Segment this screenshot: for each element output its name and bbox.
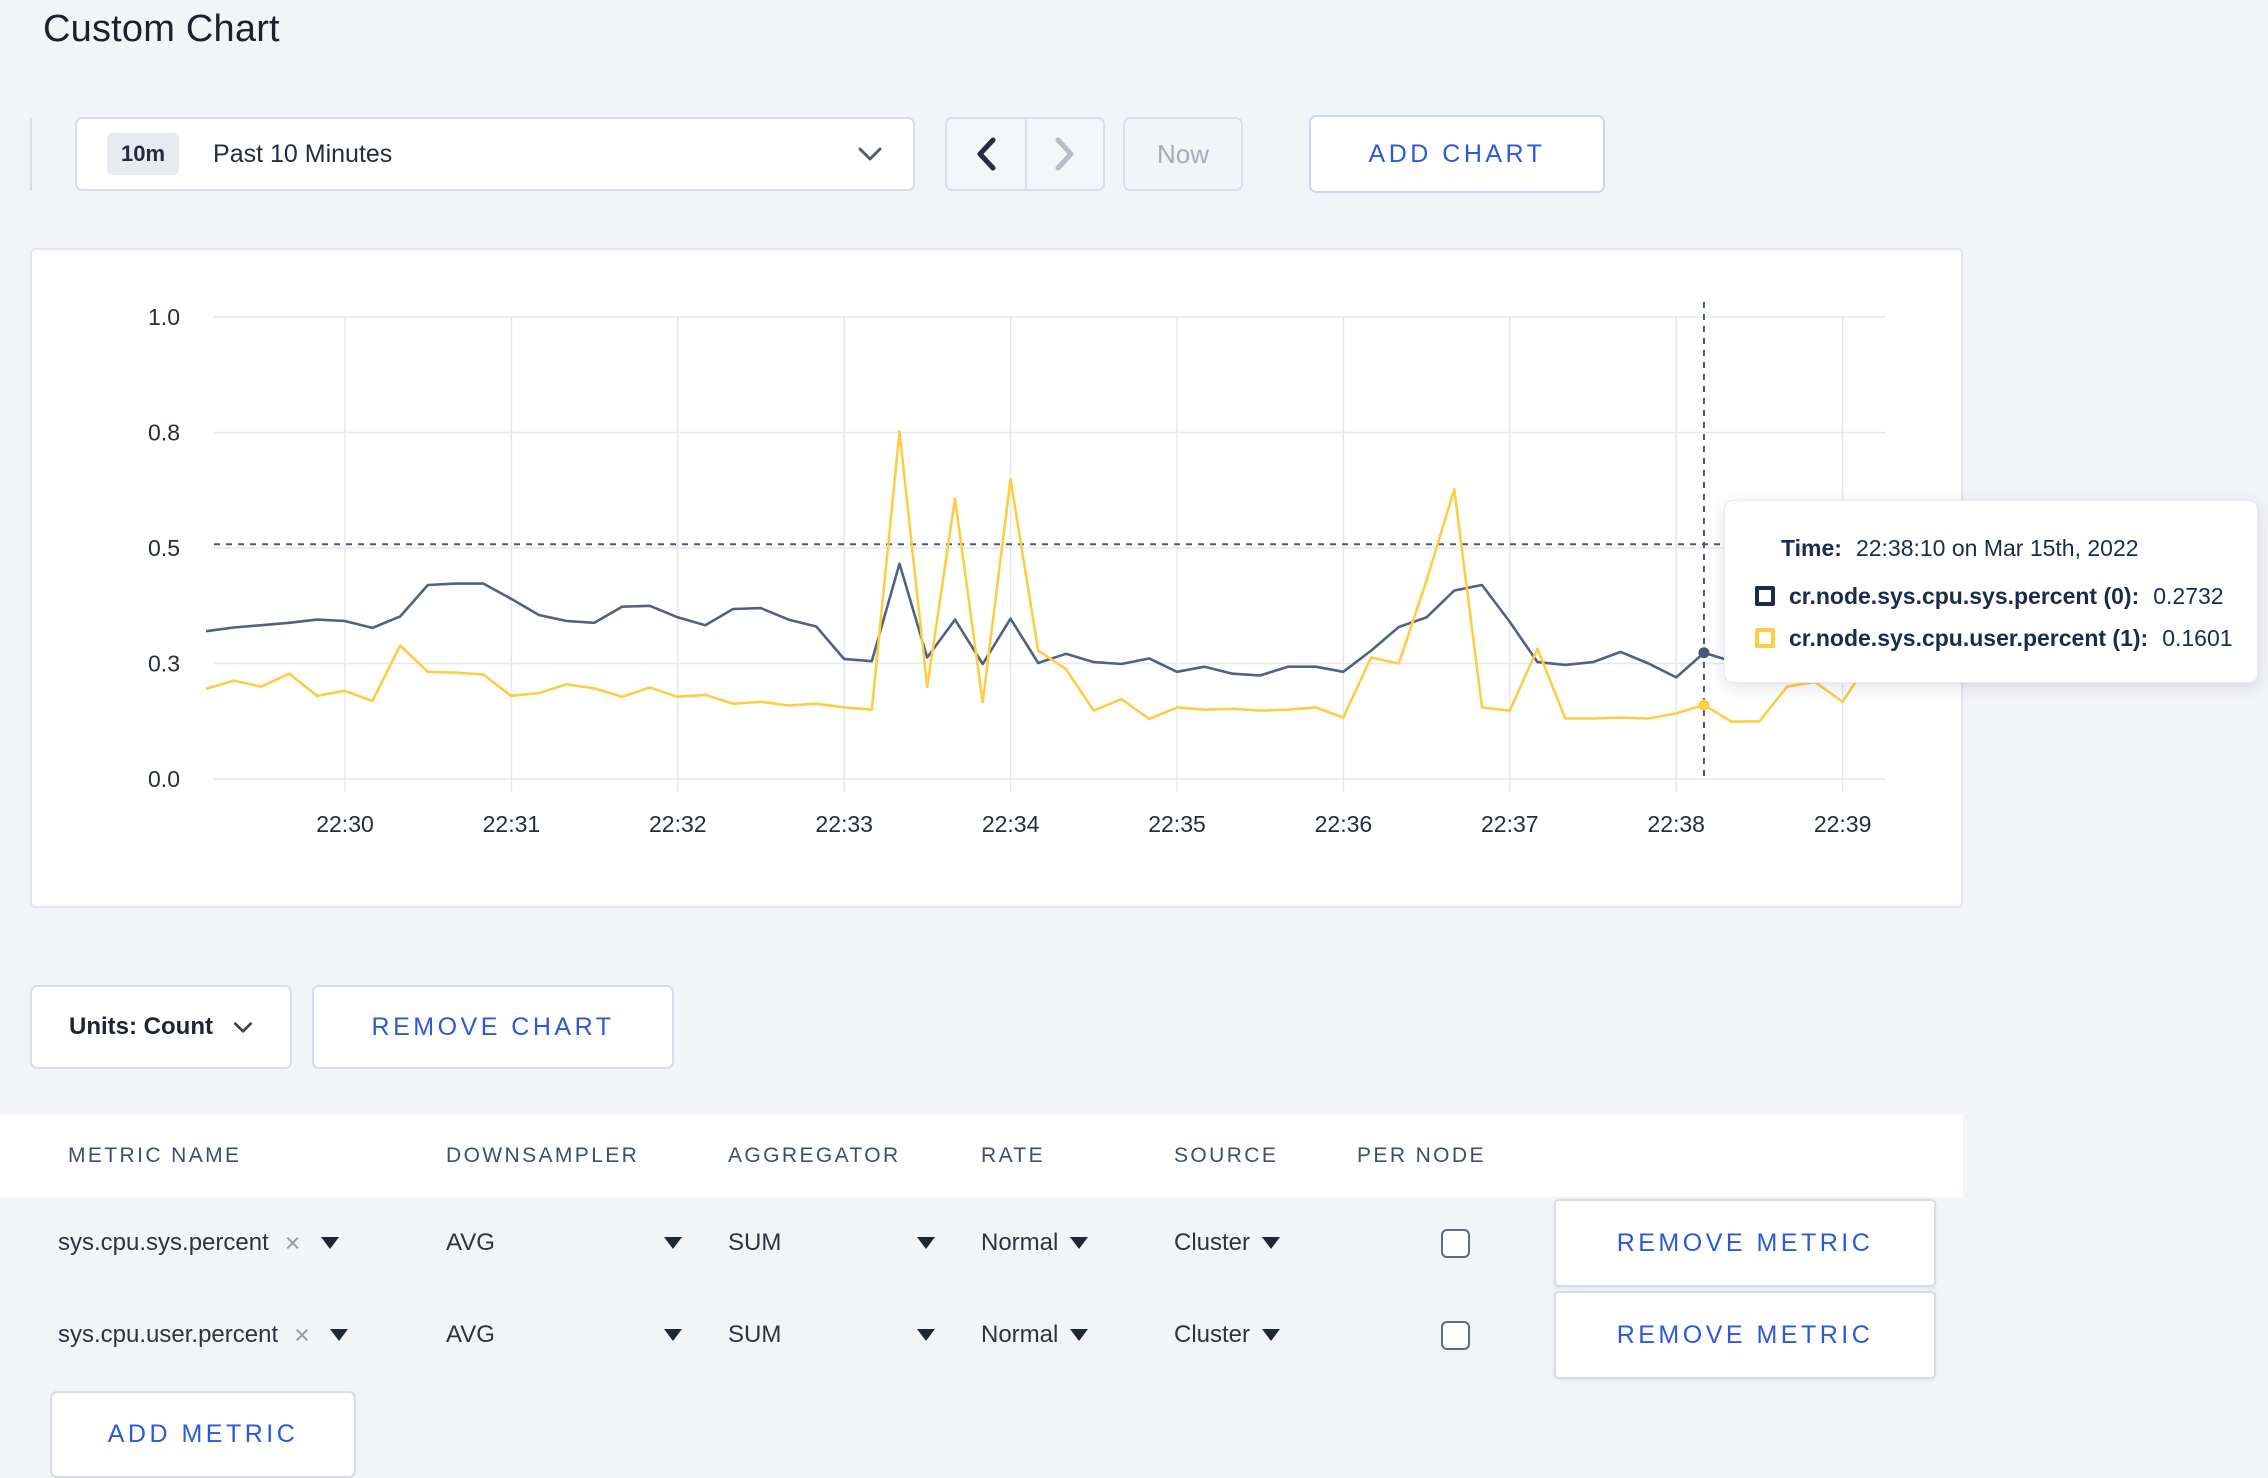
svg-text:22:39: 22:39 — [1814, 811, 1872, 837]
caret-down-icon — [664, 1329, 682, 1341]
svg-text:22:37: 22:37 — [1481, 811, 1539, 837]
tooltip-series-value: 0.1601 — [2162, 624, 2233, 651]
downsampler-value: AVG — [446, 1321, 495, 1348]
remove-metric-button[interactable]: REMOVE METRIC — [1554, 1291, 1936, 1379]
series-swatch-user — [1755, 628, 1775, 648]
svg-text:22:33: 22:33 — [815, 811, 873, 837]
time-range-badge: 10m — [107, 133, 180, 175]
metric-name: sys.cpu.sys.percent — [58, 1229, 269, 1256]
tooltip-time-label: Time: — [1781, 534, 1842, 561]
tooltip-time-value: 22:38:10 on Mar 15th, 2022 — [1855, 534, 2139, 561]
timeseries-chart[interactable]: 0.0 0.3 0.5 0.8 1.0 22:30 22:31 22:32 22:33 22:34… — [32, 250, 1961, 906]
chevron-left-icon — [977, 137, 996, 171]
svg-text:22:30: 22:30 — [316, 811, 374, 837]
source-value: Cluster — [1174, 1229, 1251, 1256]
caret-down-icon — [917, 1329, 935, 1341]
metric-row: sys.cpu.sys.percent × AVG SUM Normal Clu… — [0, 1197, 1963, 1289]
metrics-table: METRIC NAME DOWNSAMPLER AGGREGATOR RATE … — [0, 1115, 2268, 1478]
svg-text:0.0: 0.0 — [148, 766, 180, 792]
svg-text:22:32: 22:32 — [649, 811, 707, 837]
remove-chart-button[interactable]: REMOVE CHART — [312, 985, 674, 1069]
rate-value: Normal — [981, 1229, 1059, 1256]
tooltip-series-label: cr.node.sys.cpu.user.percent (1): — [1789, 624, 2149, 651]
svg-text:1.0: 1.0 — [148, 304, 180, 330]
tooltip-series-value: 0.2732 — [2153, 582, 2224, 609]
svg-text:22:38: 22:38 — [1647, 811, 1705, 837]
metric-name-select[interactable]: sys.cpu.user.percent × — [58, 1320, 446, 1351]
caret-down-icon — [1262, 1329, 1281, 1341]
time-range-label: Past 10 Minutes — [213, 139, 393, 168]
source-value: Cluster — [1174, 1321, 1251, 1348]
col-header-rate: RATE — [981, 1144, 1046, 1167]
rate-value: Normal — [981, 1321, 1059, 1348]
tooltip-series-label: cr.node.sys.cpu.sys.percent (0): — [1789, 582, 2140, 609]
now-button[interactable]: Now — [1123, 117, 1243, 191]
svg-text:0.5: 0.5 — [148, 535, 180, 561]
per-node-checkbox[interactable] — [1441, 1228, 1470, 1258]
source-select[interactable]: Cluster — [1174, 1321, 1357, 1349]
axis-labels: 0.0 0.3 0.5 0.8 1.0 22:30 22:31 22:32 22:33 22:34… — [148, 304, 1871, 837]
caret-down-icon — [1070, 1329, 1089, 1341]
toolbar-divider — [30, 117, 32, 191]
remove-metric-button[interactable]: REMOVE METRIC — [1554, 1199, 1936, 1287]
chart-controls: Units: Count REMOVE CHART — [30, 985, 674, 1069]
toolbar: 10m Past 10 Minutes Now ADD CHART — [30, 115, 1605, 193]
caret-down-icon — [1262, 1237, 1281, 1249]
clear-metric-icon[interactable]: × — [284, 1227, 301, 1258]
rate-select[interactable]: Normal — [981, 1229, 1174, 1257]
downsampler-select[interactable]: AVG — [446, 1229, 728, 1257]
col-header-downsampler: DOWNSAMPLER — [446, 1144, 640, 1167]
caret-down-icon — [917, 1237, 935, 1249]
caret-down-icon[interactable] — [320, 1237, 339, 1249]
crosshair — [214, 302, 1886, 782]
clear-metric-icon[interactable]: × — [294, 1319, 310, 1350]
metric-name: sys.cpu.user.percent — [58, 1321, 279, 1348]
prev-time-button[interactable] — [947, 119, 1025, 189]
time-range-select[interactable]: 10m Past 10 Minutes — [75, 117, 915, 191]
aggregator-value: SUM — [728, 1321, 782, 1348]
caret-down-icon — [664, 1237, 682, 1249]
caret-down-icon[interactable] — [329, 1329, 348, 1341]
col-header-aggregator: AGGREGATOR — [728, 1144, 901, 1167]
svg-text:22:36: 22:36 — [1315, 811, 1373, 837]
downsampler-value: AVG — [446, 1229, 495, 1256]
add-chart-button[interactable]: ADD CHART — [1309, 115, 1605, 193]
units-label: Units: Count — [69, 1013, 213, 1040]
next-time-button[interactable] — [1025, 119, 1103, 189]
rate-select[interactable]: Normal — [981, 1321, 1174, 1349]
page-title: Custom Chart — [43, 8, 280, 50]
chevron-down-icon — [233, 1021, 253, 1033]
chevron-right-icon — [1055, 137, 1074, 171]
metric-row: sys.cpu.user.percent × AVG SUM Normal Cl… — [0, 1289, 1963, 1381]
col-header-metric-name: METRIC NAME — [68, 1144, 242, 1167]
aggregator-select[interactable]: SUM — [728, 1321, 981, 1349]
aggregator-select[interactable]: SUM — [728, 1229, 981, 1257]
svg-text:0.8: 0.8 — [148, 420, 180, 446]
col-header-per-node: PER NODE — [1357, 1144, 1486, 1167]
source-select[interactable]: Cluster — [1174, 1229, 1357, 1257]
series-swatch-sys — [1755, 586, 1775, 606]
caret-down-icon — [1070, 1237, 1089, 1249]
add-metric-button[interactable]: ADD METRIC — [50, 1391, 356, 1478]
time-nav-group — [945, 117, 1105, 191]
svg-text:22:31: 22:31 — [483, 811, 541, 837]
series-line — [205, 562, 1871, 679]
svg-text:22:34: 22:34 — [982, 811, 1040, 837]
downsampler-select[interactable]: AVG — [446, 1321, 728, 1349]
svg-text:0.3: 0.3 — [148, 651, 180, 677]
metrics-table-header: METRIC NAME DOWNSAMPLER AGGREGATOR RATE … — [0, 1115, 1963, 1197]
units-select[interactable]: Units: Count — [30, 985, 292, 1069]
metric-name-select[interactable]: sys.cpu.sys.percent × — [58, 1228, 446, 1259]
col-header-source: SOURCE — [1174, 1144, 1279, 1167]
chart-tooltip: Time: 22:38:10 on Mar 15th, 2022 cr.node… — [1724, 500, 2258, 683]
grid-lines — [214, 316, 1886, 792]
svg-text:22:35: 22:35 — [1148, 811, 1206, 837]
hover-dot — [1698, 647, 1710, 659]
chart-card: 0.0 0.3 0.5 0.8 1.0 22:30 22:31 22:32 22:33 22:34… — [30, 248, 1963, 908]
series-line — [205, 430, 1872, 724]
chevron-down-icon — [858, 147, 882, 161]
per-node-checkbox[interactable] — [1441, 1320, 1470, 1350]
aggregator-value: SUM — [728, 1229, 782, 1256]
hover-dot — [1698, 699, 1710, 711]
